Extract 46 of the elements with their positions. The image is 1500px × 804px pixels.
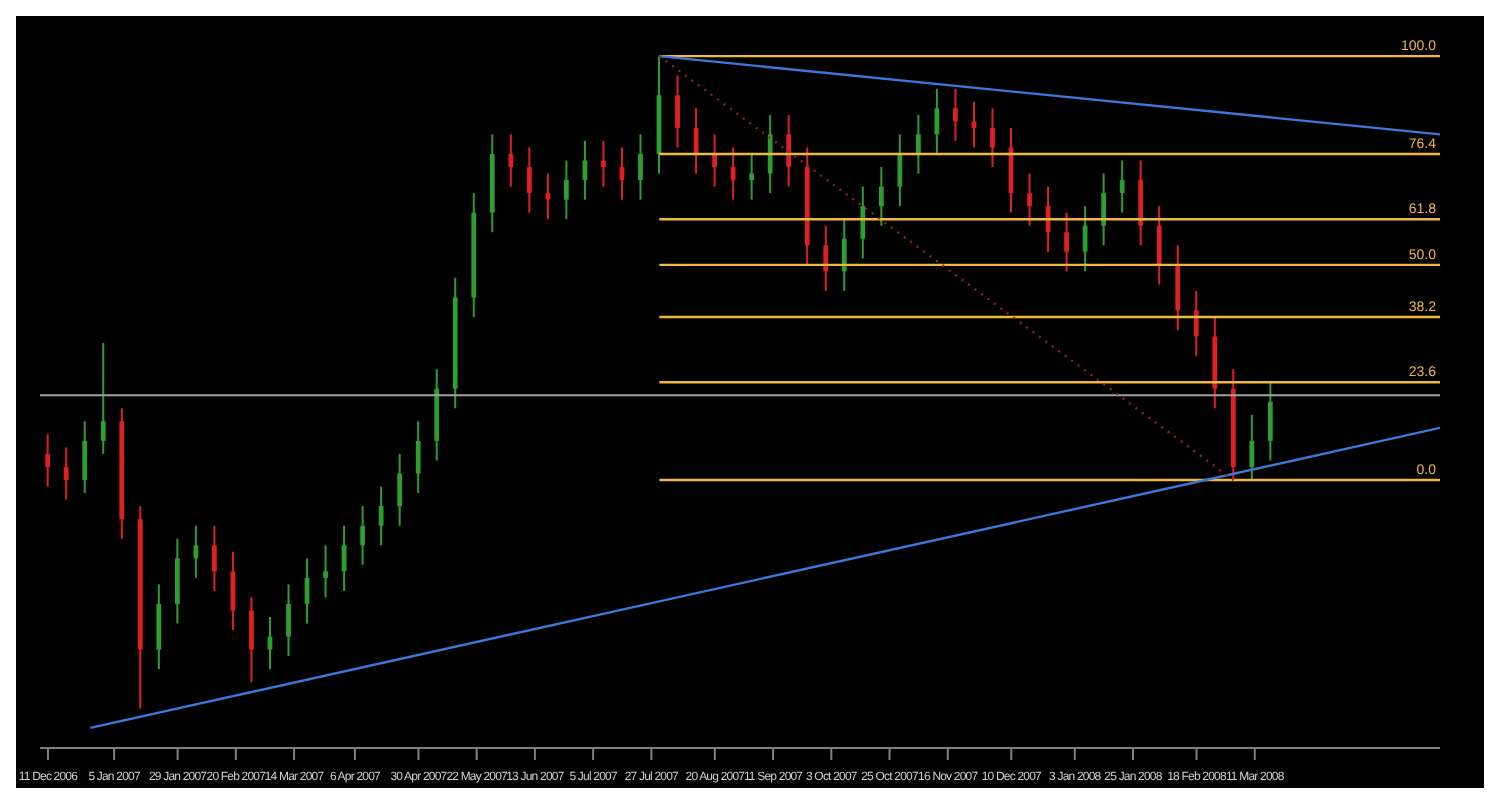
- candlestick: [730, 146, 736, 201]
- candlestick: [156, 583, 162, 671]
- candlestick: [45, 433, 51, 488]
- candlestick: [397, 452, 403, 527]
- candlestick: [675, 74, 680, 149]
- candlestick: [82, 420, 88, 495]
- candlestick: [249, 596, 254, 684]
- candlestick: [971, 100, 977, 149]
- candlestick: [100, 342, 106, 455]
- candlestick: [415, 420, 421, 495]
- candlestick: [990, 107, 995, 169]
- candlestick: [860, 185, 866, 260]
- candlestick: [1027, 172, 1032, 227]
- candlestick: [1267, 381, 1273, 462]
- candlestick: [1138, 159, 1144, 247]
- candlestick: [953, 87, 958, 142]
- candlestick: [508, 133, 514, 188]
- candlestick: [841, 218, 847, 292]
- candlestick: [193, 524, 199, 579]
- candlestick: [1101, 172, 1107, 247]
- candlestick: [323, 544, 328, 599]
- candlestick: [1064, 211, 1069, 273]
- candlestick: [1119, 159, 1125, 214]
- candlestick: [564, 159, 569, 221]
- candlestick: [63, 446, 69, 501]
- candlestick: [1156, 205, 1162, 286]
- candlestick: [749, 152, 755, 201]
- candlestick: [786, 113, 792, 188]
- candlestick: [526, 146, 532, 214]
- candlestick: [174, 537, 180, 625]
- candlestick: [601, 139, 606, 188]
- candlestick: [1249, 413, 1255, 482]
- candlestick: [286, 583, 291, 658]
- candlestick: [545, 172, 551, 221]
- candlestick: [212, 524, 217, 592]
- candlestick: [878, 166, 884, 227]
- candlestick: [823, 224, 829, 292]
- candlestick: [767, 113, 773, 195]
- candlestick: [378, 485, 384, 547]
- candlestick: [915, 113, 921, 175]
- candlestick: [638, 133, 643, 201]
- candlestick: [1193, 289, 1199, 358]
- candlestick: [897, 133, 903, 208]
- candlestick: [1175, 244, 1181, 332]
- candlestick: [712, 133, 717, 188]
- candlestick: [360, 505, 365, 566]
